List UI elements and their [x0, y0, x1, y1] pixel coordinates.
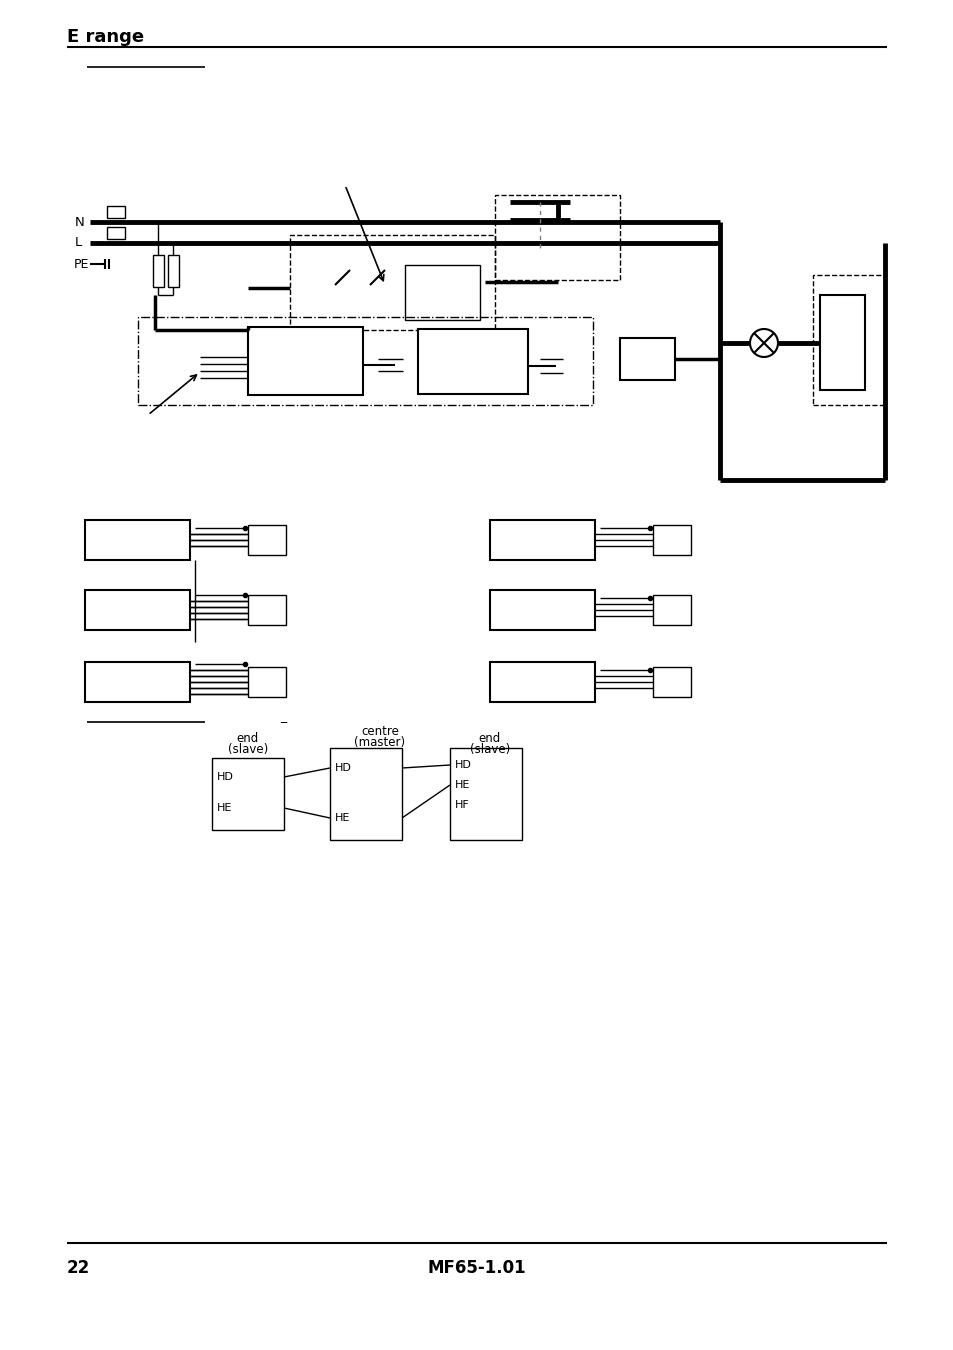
Bar [85, 520, 190, 560]
Text: (slave): (slave) [470, 743, 510, 756]
Bar [812, 275, 884, 405]
Bar [619, 338, 675, 379]
Bar [490, 520, 595, 560]
Text: _: _ [280, 710, 286, 724]
Text: PE: PE [74, 258, 90, 270]
Bar [138, 317, 593, 405]
Bar [820, 296, 864, 390]
Bar [652, 525, 690, 555]
Bar [107, 207, 125, 217]
Bar [417, 329, 527, 394]
Text: HF: HF [455, 801, 469, 810]
Text: HD: HD [455, 760, 472, 770]
Text: (slave): (slave) [228, 743, 268, 756]
Text: HE: HE [335, 813, 350, 823]
Bar [290, 235, 495, 329]
Bar [152, 255, 164, 288]
Bar [652, 595, 690, 625]
Text: E range: E range [67, 28, 144, 46]
Text: centre: centre [360, 725, 398, 738]
Text: N: N [75, 216, 85, 228]
Text: end: end [478, 732, 500, 745]
Bar [168, 255, 179, 288]
Text: HD: HD [216, 772, 233, 782]
Bar [450, 748, 521, 840]
Text: L: L [75, 236, 82, 250]
Bar [405, 265, 479, 320]
Text: 22: 22 [67, 1260, 91, 1277]
Text: MF65-1.01: MF65-1.01 [427, 1260, 526, 1277]
Bar [85, 662, 190, 702]
Bar [490, 662, 595, 702]
Text: end: end [236, 732, 259, 745]
Bar [495, 194, 619, 279]
Bar [248, 595, 286, 625]
Bar [652, 667, 690, 697]
Text: (master): (master) [355, 736, 405, 749]
Bar [248, 327, 363, 396]
Bar [248, 525, 286, 555]
Bar [107, 227, 125, 239]
Bar [490, 590, 595, 630]
Bar [85, 590, 190, 630]
Bar [248, 667, 286, 697]
Bar [212, 757, 284, 830]
Bar [330, 748, 401, 840]
Text: HE: HE [216, 803, 233, 813]
Text: HE: HE [455, 780, 470, 790]
Text: HD: HD [335, 763, 352, 774]
